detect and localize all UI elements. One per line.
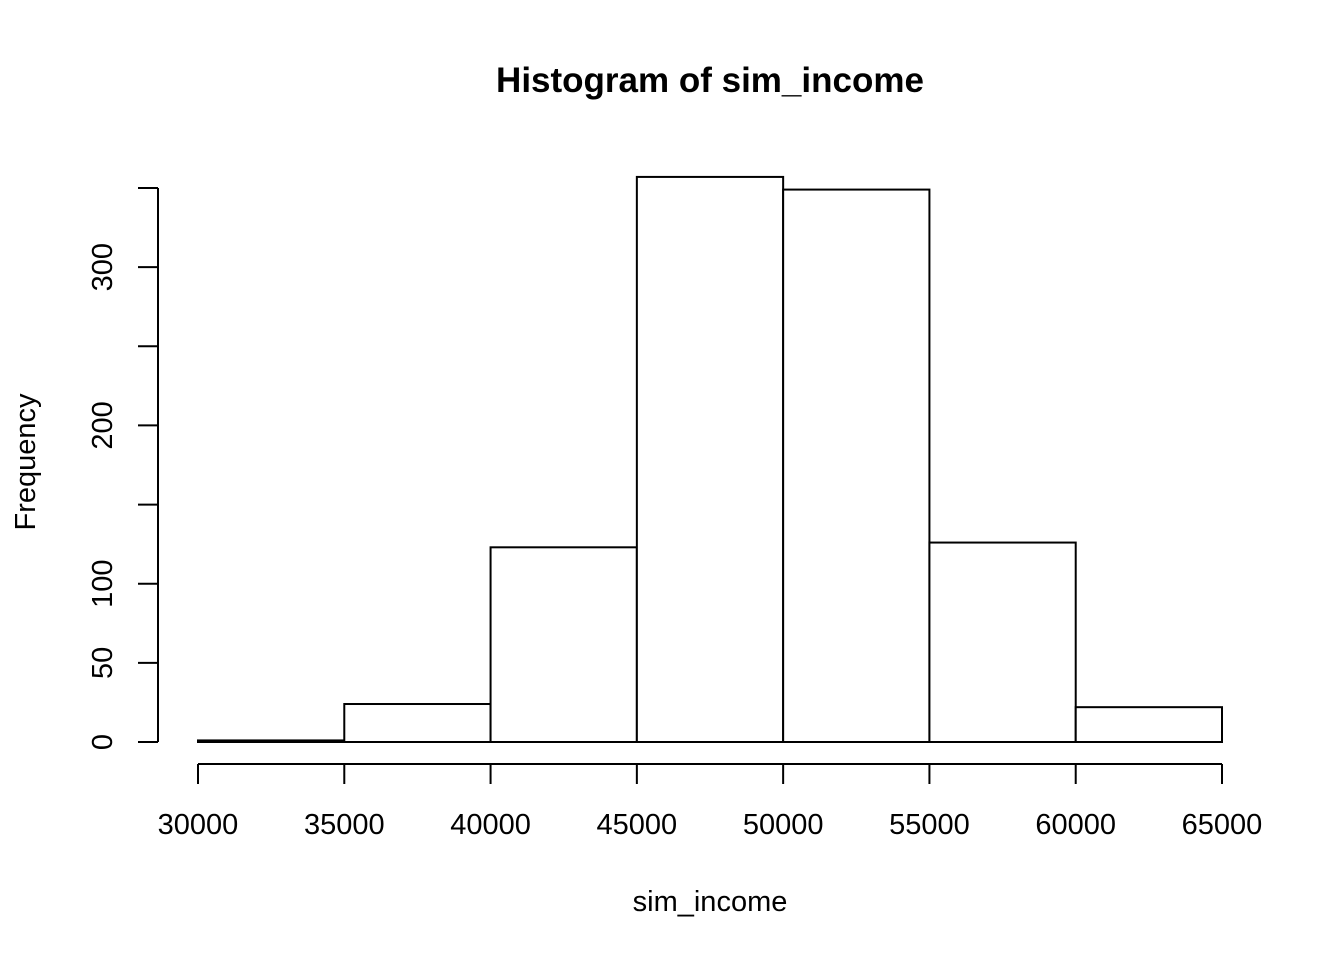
x-axis: 30000 35000 40000 45000 50000 55000 60000 65000 [158, 763, 1263, 841]
histogram-bar [489, 546, 638, 744]
x-tick-label: 45000 [597, 809, 678, 841]
x-tick-label: 60000 [1035, 809, 1116, 841]
y-tick-label: 50 [87, 647, 119, 679]
y-axis-label: Frequency [10, 393, 42, 531]
x-axis-label: sim_income [633, 886, 788, 918]
y-tick-label: 200 [87, 401, 119, 449]
x-tick-label: 50000 [743, 809, 824, 841]
histogram-bar [928, 541, 1077, 743]
y-tick-label: 100 [87, 560, 119, 608]
histogram-bar [343, 703, 492, 743]
y-tick-label: 0 [87, 734, 119, 750]
histogram-bar [782, 188, 931, 743]
x-tick-label: 65000 [1182, 809, 1263, 841]
y-tick-label: 300 [87, 243, 119, 291]
histogram-bar [1074, 706, 1223, 743]
x-tick-label: 40000 [450, 809, 531, 841]
x-tick-label: 35000 [304, 809, 385, 841]
y-axis: 0 50 100 200 300 [87, 187, 159, 750]
histogram-bar [197, 739, 346, 743]
histogram-bar [635, 175, 785, 744]
bars-group [197, 175, 1223, 744]
x-tick-label: 30000 [158, 809, 239, 841]
x-tick-label: 55000 [889, 809, 970, 841]
chart-title: Histogram of sim_income [496, 61, 924, 100]
